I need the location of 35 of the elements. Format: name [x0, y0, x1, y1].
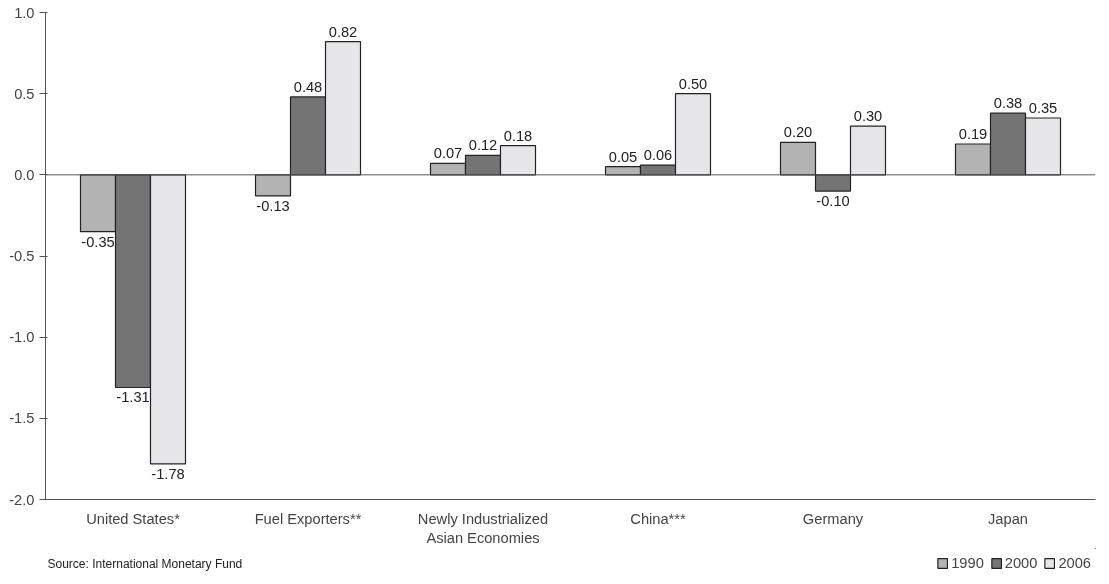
y-tick-label: 0.0	[14, 166, 35, 183]
data-label: 0.12	[468, 137, 498, 154]
data-label: -0.10	[816, 193, 850, 210]
x-tick-label: Fuel Exporters**	[254, 510, 362, 527]
x-tick-label: United States*	[86, 510, 181, 527]
data-label: 0.06	[643, 147, 673, 164]
data-label: 0.30	[853, 108, 883, 125]
x-tick-label: Germany	[802, 510, 864, 527]
data-label: 0.35	[1028, 100, 1058, 117]
data-label: -1.31	[116, 389, 150, 406]
legend-label: 1990	[951, 555, 984, 571]
y-tick-label: 1.0	[14, 4, 35, 21]
data-label: 0.05	[608, 148, 638, 165]
data-label: 0.07	[433, 145, 463, 162]
data-label: -0.13	[256, 197, 290, 214]
legend-label: 2006	[1058, 555, 1091, 571]
data-label: -1.78	[151, 465, 185, 482]
x-tick-label: Newly Industrialized Asian Economies	[417, 510, 549, 546]
y-tick-label: -1.0	[9, 329, 35, 346]
source-note: Source: International Monetary Fund	[47, 556, 243, 571]
data-label: 0.38	[993, 95, 1023, 112]
y-tick-label: -1.5	[9, 410, 35, 427]
data-label: 0.82	[328, 23, 358, 40]
data-label: 0.19	[958, 125, 988, 142]
data-label: 0.48	[293, 78, 323, 95]
x-tick-label: Japan	[988, 510, 1028, 527]
data-label: 0.18	[503, 127, 533, 144]
y-tick-label: -0.5	[9, 248, 35, 264]
data-label: -0.35	[81, 233, 115, 250]
x-tick-label: China***	[630, 510, 686, 527]
data-label: 0.50	[678, 75, 708, 92]
y-tick-label: 0.5	[14, 85, 35, 102]
legend-label: 2000	[1004, 555, 1038, 571]
data-label: 0.20	[783, 124, 813, 141]
y-tick-label: -2.0	[9, 491, 35, 508]
